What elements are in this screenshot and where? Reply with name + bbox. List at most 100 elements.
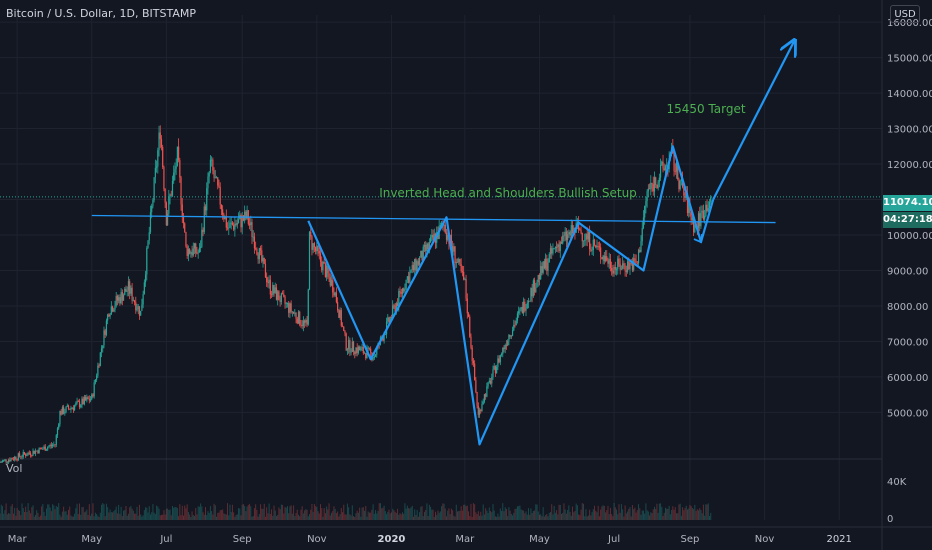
volume-bar bbox=[268, 503, 270, 520]
candle-body bbox=[439, 225, 441, 226]
volume-bar bbox=[143, 510, 145, 520]
volume-bar bbox=[224, 514, 226, 520]
candle-body bbox=[478, 409, 481, 415]
candle-body bbox=[639, 249, 641, 252]
volume-bar bbox=[195, 508, 197, 520]
volume-bar bbox=[159, 515, 161, 520]
volume-bar bbox=[502, 503, 504, 520]
volume-bar bbox=[679, 503, 681, 520]
candle-body bbox=[518, 311, 520, 314]
volume-bar bbox=[656, 503, 658, 520]
volume-bar bbox=[9, 513, 11, 520]
candle-body bbox=[67, 405, 70, 409]
volume-bar bbox=[94, 512, 96, 520]
symbol-title[interactable]: Bitcoin / U.S. Dollar, 1D, BITSTAMP bbox=[6, 7, 196, 20]
volume-bar bbox=[471, 516, 473, 520]
candle-body bbox=[176, 146, 178, 166]
volume-bar bbox=[644, 513, 646, 520]
candle-body bbox=[662, 161, 664, 169]
candle-body bbox=[629, 262, 631, 270]
candle-body bbox=[4, 459, 6, 461]
candle-body bbox=[187, 248, 189, 256]
candle-body bbox=[318, 251, 320, 254]
volume-bar bbox=[652, 509, 654, 520]
volume-bar bbox=[262, 508, 264, 520]
candle-body bbox=[549, 248, 552, 255]
volume-bar bbox=[655, 508, 657, 520]
time-tick-label: Nov bbox=[755, 534, 775, 545]
candle-body bbox=[322, 261, 324, 271]
candle-body bbox=[22, 451, 24, 457]
candle-body bbox=[335, 292, 338, 303]
candle-body bbox=[431, 234, 433, 238]
candle-body bbox=[5, 459, 7, 463]
volume-bar bbox=[329, 515, 331, 520]
candle-body bbox=[246, 210, 248, 219]
volume-bar bbox=[260, 504, 262, 520]
volume-bar bbox=[301, 506, 303, 520]
volume-bar bbox=[580, 509, 582, 520]
candle-body bbox=[252, 236, 254, 238]
volume-bar bbox=[420, 506, 422, 520]
candle-body bbox=[180, 177, 182, 205]
volume-bar bbox=[660, 503, 662, 520]
volume-bar bbox=[356, 510, 358, 520]
volume-bar bbox=[661, 506, 663, 520]
candle-body bbox=[503, 347, 505, 350]
volume-bar bbox=[634, 507, 636, 520]
volume-bar bbox=[475, 512, 477, 520]
candle-body bbox=[228, 227, 230, 229]
candle-body bbox=[42, 448, 44, 450]
candle-body bbox=[694, 224, 696, 233]
candle-body bbox=[65, 406, 67, 412]
candle-body bbox=[289, 303, 291, 313]
candle-body bbox=[458, 258, 460, 263]
candle-body bbox=[127, 281, 130, 291]
volume-bar bbox=[432, 509, 434, 520]
candle-body bbox=[306, 320, 308, 325]
volume-bar bbox=[487, 513, 489, 520]
candle-body bbox=[422, 246, 424, 261]
volume-bar bbox=[443, 503, 445, 520]
volume-bar bbox=[525, 511, 527, 520]
candle-body bbox=[321, 261, 323, 271]
candle-body bbox=[225, 216, 227, 228]
volume-bar bbox=[148, 506, 150, 520]
candle-body bbox=[529, 300, 531, 302]
candle-body bbox=[130, 287, 132, 294]
candle-body bbox=[346, 349, 349, 351]
candle-body bbox=[392, 305, 394, 318]
candle-body bbox=[553, 248, 555, 249]
volume-bar bbox=[83, 512, 85, 520]
volume-bar bbox=[545, 514, 547, 520]
volume-bar bbox=[313, 504, 315, 520]
volume-bar bbox=[255, 504, 257, 520]
candle-body bbox=[453, 246, 455, 252]
volume-bar bbox=[401, 512, 403, 520]
price-tick-label: 12000.00 bbox=[887, 160, 932, 171]
candle-body bbox=[279, 300, 281, 302]
candle-body bbox=[43, 446, 45, 449]
time-axis: Mar May Jul Sep Nov 2020 Mar May Jul Sep Nov 2021 bbox=[8, 534, 852, 545]
candle-body bbox=[214, 177, 216, 179]
candle-body bbox=[234, 223, 236, 230]
candle-body bbox=[511, 330, 514, 336]
volume-bar bbox=[425, 509, 427, 520]
currency-button[interactable]: USD bbox=[890, 5, 920, 23]
candle-body bbox=[417, 261, 419, 265]
volume-bar bbox=[21, 503, 23, 520]
candle-body bbox=[327, 265, 329, 274]
volume-label: Vol bbox=[6, 462, 23, 475]
candle-body bbox=[317, 245, 319, 252]
volume-bar bbox=[379, 503, 381, 520]
volume-bar bbox=[14, 507, 16, 520]
volume-bar bbox=[463, 504, 465, 520]
volume-bar bbox=[107, 507, 109, 520]
volume-tick-label: 0 bbox=[887, 514, 893, 525]
candle-body bbox=[328, 273, 330, 278]
candle-body bbox=[707, 208, 709, 211]
volume-bar bbox=[278, 507, 280, 520]
volume-bar bbox=[442, 503, 444, 520]
volume-bar bbox=[240, 515, 242, 520]
